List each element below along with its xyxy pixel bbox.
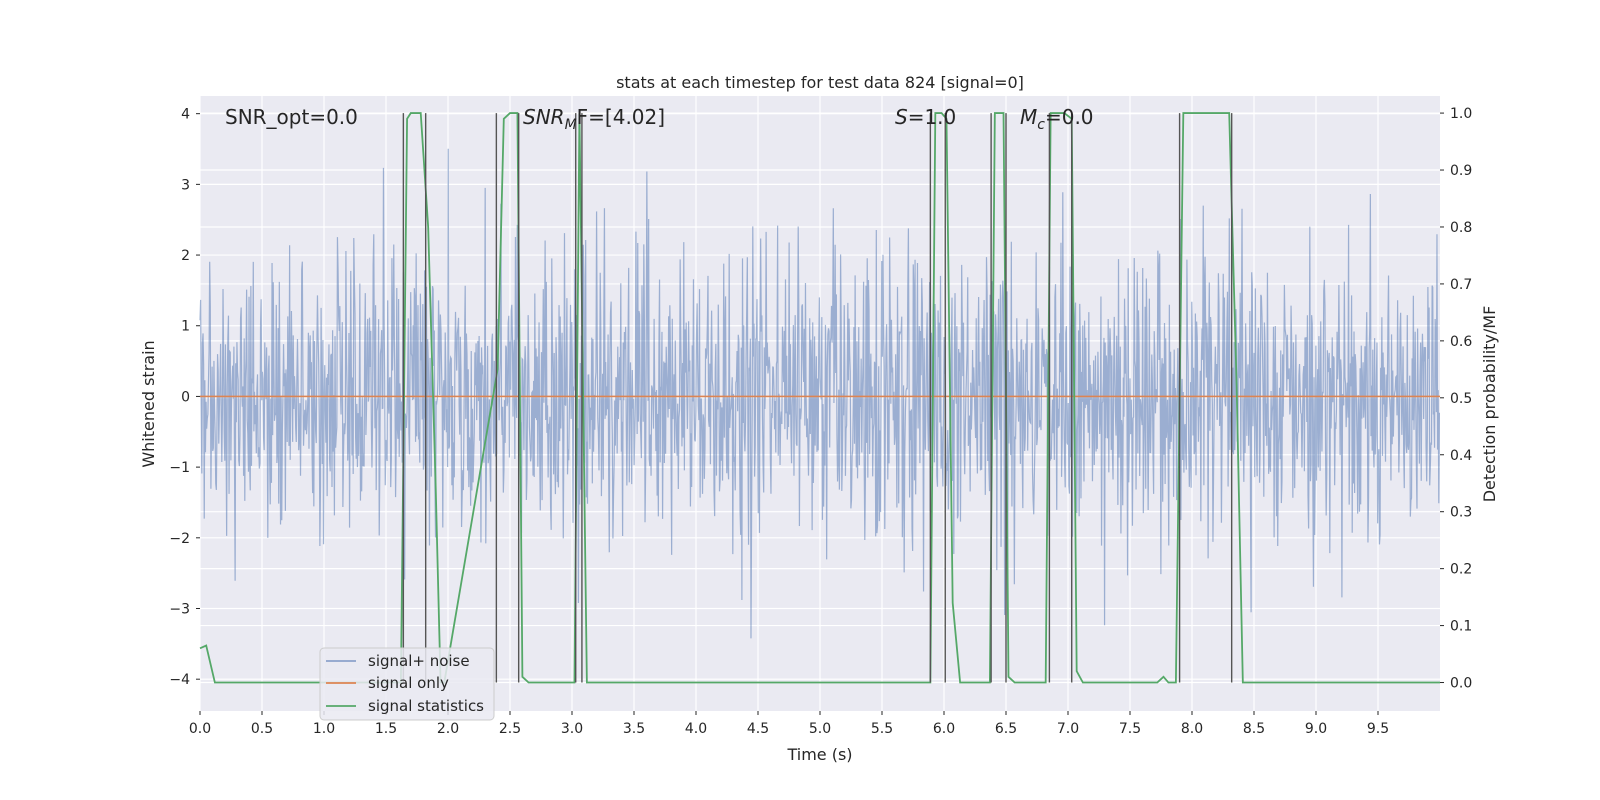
x-tick-label: 7.0 <box>1057 721 1079 737</box>
x-axis-label: Time (s) <box>786 745 852 764</box>
y-right-tick-label: 0.5 <box>1450 391 1472 407</box>
y-tick-label: 0 <box>181 389 190 405</box>
series-signal-noise <box>199 148 1440 639</box>
y-tick-label: −3 <box>169 602 190 618</box>
y-tick-label: 4 <box>181 107 190 123</box>
x-tick-label: 8.5 <box>1243 721 1265 737</box>
y-tick-label: −1 <box>169 460 190 476</box>
y-right-tick-label: 0.3 <box>1450 505 1472 521</box>
y-right-tick-label: 0.8 <box>1450 220 1472 236</box>
y-axis-label: Whitened strain <box>139 340 158 467</box>
annotation-s-rest: =1.0 <box>908 105 957 129</box>
x-axis-ticks: 0.0 0.5 1.0 1.5 2.0 2.5 3.0 3.5 4.0 4.5 5.0 5.5 6.0 6… <box>189 711 1389 737</box>
annotation-snr-opt: SNR_opt=0.0 <box>225 105 358 129</box>
y-right-tick-label: 0.0 <box>1450 676 1472 692</box>
x-tick-label: 6.5 <box>995 721 1017 737</box>
legend: signal+ noise signal only signal statist… <box>319 647 495 721</box>
annotation-s-italic: S <box>895 105 908 129</box>
x-tick-label: 9.0 <box>1305 721 1327 737</box>
y-right-tick-label: 0.4 <box>1450 448 1472 464</box>
y-axis-right-label: Detection probability/MF <box>1480 306 1499 503</box>
legend-label-stats: signal statistics <box>368 697 484 715</box>
x-tick-label: 4.0 <box>685 721 707 737</box>
x-tick-label: 1.5 <box>375 721 397 737</box>
y-right-tick-label: 1.0 <box>1450 106 1472 122</box>
x-tick-label: 0.0 <box>189 721 211 737</box>
x-tick-label: 2.5 <box>499 721 521 737</box>
y-right-tick-label: 0.2 <box>1450 562 1472 578</box>
annotation-s: S=1.0 <box>895 105 956 129</box>
y-right-tick-label: 0.6 <box>1450 334 1472 350</box>
annotation-mc-sub: c <box>1037 117 1045 133</box>
y-tick-label: −2 <box>169 531 190 547</box>
y-axis-ticks: 4 3 2 1 0 −1 −2 −3 −4 <box>169 107 200 688</box>
legend-label-noise: signal+ noise <box>368 652 470 670</box>
y-tick-label: 2 <box>181 248 190 264</box>
series-signal-statistics <box>199 112 1440 684</box>
x-tick-label: 8.0 <box>1181 721 1203 737</box>
x-tick-label: 9.5 <box>1367 721 1389 737</box>
detection-vlines <box>402 113 1233 683</box>
annotation-mc-italic: M <box>1020 105 1037 129</box>
x-tick-label: 4.5 <box>747 721 769 737</box>
y-axis-right-ticks: 1.0 0.9 0.8 0.7 0.6 0.5 0.4 0.3 0.2 0.1 0.0 <box>1440 106 1472 692</box>
y-right-tick-label: 0.9 <box>1450 163 1472 179</box>
legend-label-signal: signal only <box>368 674 449 692</box>
x-tick-label: 3.5 <box>623 721 645 737</box>
annotation-mc-rest: =0.0 <box>1045 105 1094 129</box>
annotation-mc: Mc=0.0 <box>1020 105 1094 133</box>
plot-series-group <box>199 112 1440 684</box>
legend-box <box>319 647 495 721</box>
y-tick-label: 3 <box>181 177 190 193</box>
x-tick-label: 5.5 <box>871 721 893 737</box>
y-tick-label: 1 <box>181 319 190 335</box>
chart-title: stats at each timestep for test data 824… <box>616 73 1024 92</box>
annotation-snr-mf-rest: F=[4.02] <box>577 105 665 129</box>
x-tick-label: 0.5 <box>251 721 273 737</box>
x-tick-label: 3.0 <box>561 721 583 737</box>
y-right-tick-label: 0.1 <box>1450 619 1472 635</box>
y-tick-label: −4 <box>169 672 190 688</box>
annotation-snr-mf: SNRMF=[4.02] <box>523 105 665 133</box>
x-tick-label: 6.0 <box>933 721 955 737</box>
x-tick-label: 7.5 <box>1119 721 1141 737</box>
x-tick-label: 2.0 <box>437 721 459 737</box>
x-tick-label: 1.0 <box>313 721 335 737</box>
annotation-snr-mf-sub: M <box>565 117 577 133</box>
x-tick-label: 5.0 <box>809 721 831 737</box>
annotation-snr-mf-italic: SNR <box>523 105 565 129</box>
y-right-tick-label: 0.7 <box>1450 277 1472 293</box>
